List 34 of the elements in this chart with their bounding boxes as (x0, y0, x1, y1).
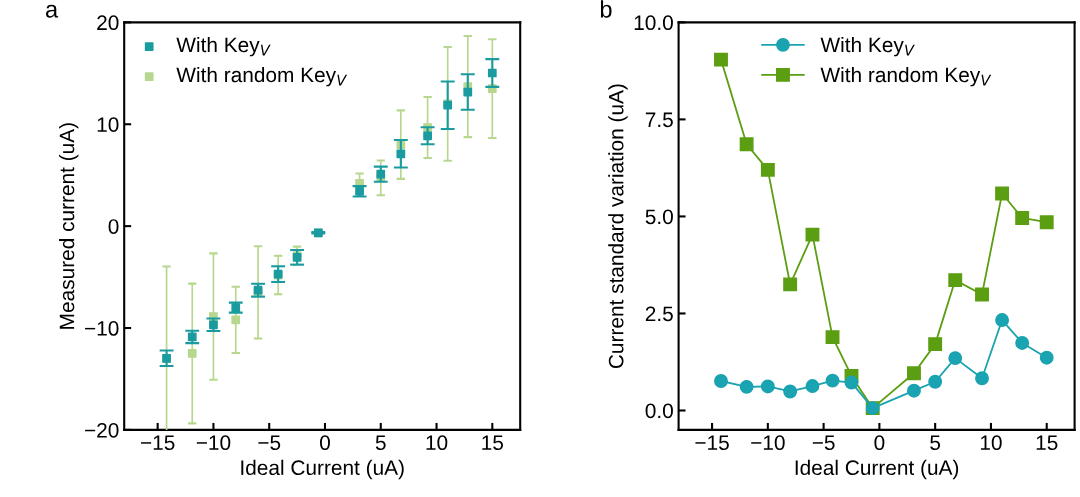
y-axis-title: Measured current (uA) (59, 123, 79, 329)
legend-label: With Key$_{V}$ (820, 36, 915, 57)
y-tick-label: 5.0 (645, 209, 673, 225)
y-tick-label: 10.0 (634, 15, 673, 31)
x-tick-label: 10 (980, 435, 1002, 451)
x-tick-label: 10 (426, 435, 448, 451)
legend-label: With Key$_{V}$ (176, 36, 271, 57)
x-tick-label: 5 (930, 435, 941, 451)
y-tick-label: −10 (85, 321, 119, 336)
legend-label: With random Key$_{V}$ (820, 66, 992, 87)
x-axis-title: Ideal Current (uA) (795, 459, 959, 480)
x-tick-label: 0 (320, 435, 330, 451)
x-tick-label: 0 (874, 435, 885, 451)
legend-label: With random Key$_{V}$ (176, 66, 348, 87)
x-tick-label: −10 (196, 435, 231, 451)
y-tick-label: 0 (108, 219, 119, 234)
y-tick-label: 7.5 (645, 112, 673, 128)
x-tick-label: −5 (258, 435, 281, 451)
text: b (600, 0, 612, 18)
y-tick-label: 20 (97, 15, 119, 31)
y-tick-label: 2.5 (645, 306, 673, 322)
x-tick-label: −15 (695, 435, 729, 451)
y-tick-label: 10 (97, 117, 119, 132)
x-axis-title: Ideal Current (uA) (241, 459, 404, 480)
y-tick-label: −20 (85, 422, 119, 438)
x-tick-label: −5 (812, 435, 835, 451)
x-tick-label: 15 (482, 435, 504, 451)
y-axis-title: Current standard variation (uA) (608, 84, 628, 369)
y-tick-label: 0.0 (645, 403, 673, 419)
text: a (46, 4, 59, 18)
x-tick-label: −10 (751, 435, 785, 451)
x-tick-label: −15 (141, 435, 175, 451)
x-tick-label: 15 (1036, 435, 1058, 451)
x-tick-label: 5 (375, 435, 386, 451)
